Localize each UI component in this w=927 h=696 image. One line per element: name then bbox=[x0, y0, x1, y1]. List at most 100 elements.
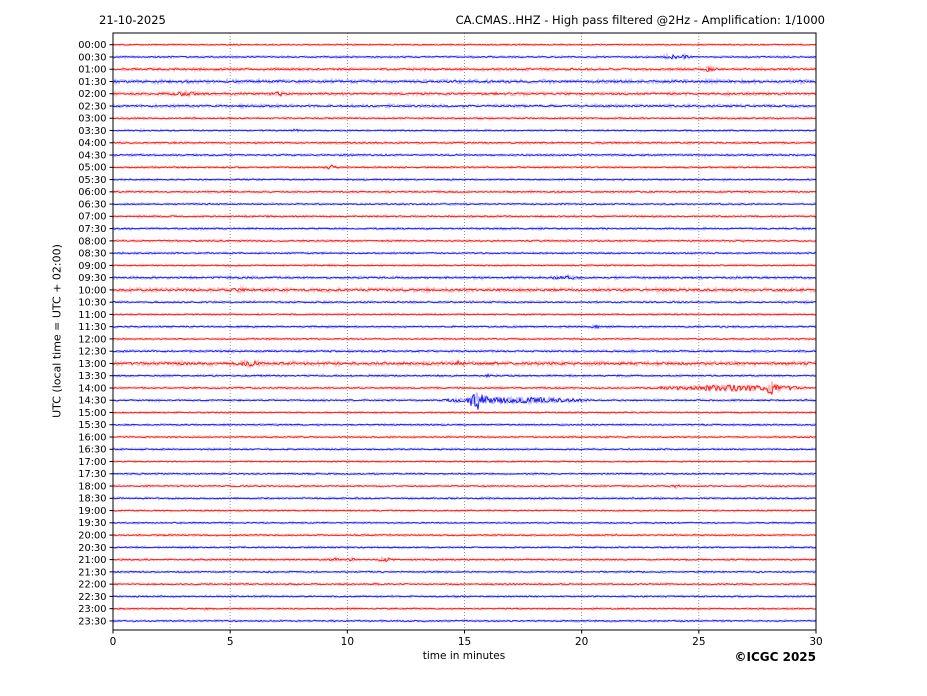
seismic-trace bbox=[112, 324, 817, 329]
seismic-trace bbox=[112, 153, 817, 157]
y-tick-label: 00:00 bbox=[78, 40, 106, 51]
seismic-trace bbox=[112, 509, 817, 512]
y-tick-label: 22:00 bbox=[78, 580, 106, 591]
y-tick-label: 20:00 bbox=[78, 531, 106, 542]
y-tick-label: 11:00 bbox=[78, 310, 106, 321]
seismic-trace bbox=[112, 393, 817, 410]
trace-noise-band bbox=[112, 446, 817, 453]
y-tick-label: 20:30 bbox=[78, 543, 106, 554]
y-tick-label: 09:00 bbox=[78, 261, 106, 272]
y-tick-label: 02:00 bbox=[78, 89, 106, 100]
y-tick-label: 17:30 bbox=[78, 469, 106, 480]
trace-noise-band bbox=[112, 89, 817, 99]
seismic-trace bbox=[112, 497, 817, 500]
seismic-trace bbox=[112, 534, 817, 537]
seismic-trace bbox=[112, 203, 817, 206]
x-tick-label: 10 bbox=[341, 636, 354, 648]
x-axis-label: time in minutes bbox=[422, 650, 506, 662]
y-tick-label: 07:00 bbox=[78, 212, 106, 223]
seismic-trace bbox=[112, 301, 817, 304]
y-tick-label: 03:00 bbox=[78, 114, 106, 125]
seismic-trace bbox=[112, 521, 817, 524]
seismic-trace bbox=[113, 350, 817, 353]
y-tick-label: 04:00 bbox=[78, 138, 106, 149]
seismic-trace bbox=[112, 435, 817, 439]
seismic-trace bbox=[112, 79, 817, 84]
y-tick-label: 08:30 bbox=[78, 249, 106, 260]
y-tick-label: 01:00 bbox=[78, 65, 106, 76]
seismic-trace bbox=[112, 411, 816, 414]
seismic-trace bbox=[112, 252, 816, 255]
seismic-trace bbox=[112, 570, 817, 573]
y-tick-label: 18:00 bbox=[78, 481, 106, 492]
y-tick-label: 14:00 bbox=[78, 383, 106, 394]
y-tick-label: 23:30 bbox=[78, 616, 106, 627]
y-tick-label: 05:30 bbox=[78, 175, 106, 186]
x-tick-label: 30 bbox=[809, 636, 822, 648]
seismic-trace bbox=[112, 239, 817, 242]
plot-title: CA.CMAS..HHZ - High pass filtered @2Hz -… bbox=[455, 13, 825, 27]
seismic-trace bbox=[112, 359, 817, 367]
seismic-trace bbox=[112, 583, 817, 586]
y-tick-label: 04:30 bbox=[78, 150, 106, 161]
y-tick-label: 19:30 bbox=[78, 518, 106, 529]
seismic-trace bbox=[112, 484, 817, 489]
y-tick-label: 17:00 bbox=[78, 457, 106, 468]
seismic-trace bbox=[112, 264, 816, 267]
y-tick-label: 23:00 bbox=[78, 604, 106, 615]
seismic-trace bbox=[112, 141, 817, 145]
y-tick-label: 15:00 bbox=[78, 408, 106, 419]
seismic-trace bbox=[112, 90, 817, 97]
copyright-text: ©ICGC 2025 bbox=[734, 650, 816, 664]
seismic-trace bbox=[112, 423, 817, 426]
y-tick-label: 16:30 bbox=[78, 445, 106, 456]
seismic-trace bbox=[112, 128, 817, 132]
seismic-trace bbox=[112, 104, 817, 108]
y-tick-label: 00:30 bbox=[78, 52, 106, 63]
seismic-trace bbox=[112, 43, 817, 46]
y-tick-label: 13:00 bbox=[78, 359, 106, 370]
x-tick-label: 25 bbox=[692, 636, 705, 648]
seismic-trace bbox=[112, 607, 817, 610]
y-tick-label: 15:30 bbox=[78, 420, 106, 431]
seismic-trace bbox=[112, 546, 817, 549]
seismic-trace bbox=[112, 117, 817, 120]
seismic-trace bbox=[112, 66, 817, 72]
x-tick-label: 0 bbox=[110, 636, 117, 648]
seismic-trace bbox=[112, 215, 817, 218]
trace-noise-band bbox=[112, 272, 817, 282]
y-tick-label: 08:00 bbox=[78, 236, 106, 247]
y-tick-label: 01:30 bbox=[78, 77, 106, 88]
y-tick-label: 09:30 bbox=[78, 273, 106, 284]
y-tick-label: 03:30 bbox=[78, 126, 106, 137]
x-tick-label: 15 bbox=[458, 636, 471, 648]
trace-noise-band bbox=[112, 358, 817, 369]
y-tick-label: 11:30 bbox=[78, 322, 106, 333]
y-tick-label: 06:30 bbox=[78, 199, 106, 210]
y-tick-label: 16:00 bbox=[78, 432, 106, 443]
y-tick-label: 12:30 bbox=[78, 347, 106, 358]
seismic-trace bbox=[112, 460, 817, 463]
y-tick-label: 14:30 bbox=[78, 396, 106, 407]
seismic-trace bbox=[112, 383, 817, 395]
seismic-trace bbox=[112, 164, 817, 170]
seismic-trace bbox=[112, 557, 817, 562]
y-tick-label: 05:00 bbox=[78, 163, 106, 174]
seismic-trace bbox=[112, 190, 817, 193]
seismic-trace bbox=[112, 313, 817, 316]
seismic-trace bbox=[112, 337, 817, 340]
y-tick-label: 19:00 bbox=[78, 506, 106, 517]
seismic-trace bbox=[112, 373, 817, 378]
seismic-trace bbox=[112, 448, 817, 451]
y-tick-label: 07:30 bbox=[78, 224, 106, 235]
y-tick-label: 13:30 bbox=[78, 371, 106, 382]
y-tick-label: 18:30 bbox=[78, 494, 106, 505]
seismic-trace bbox=[112, 178, 817, 181]
date-title: 21-10-2025 bbox=[99, 13, 166, 27]
seismic-trace bbox=[112, 275, 817, 280]
x-tick-label: 20 bbox=[575, 636, 588, 648]
y-tick-label: 10:00 bbox=[78, 285, 106, 296]
seismic-trace bbox=[112, 227, 817, 230]
